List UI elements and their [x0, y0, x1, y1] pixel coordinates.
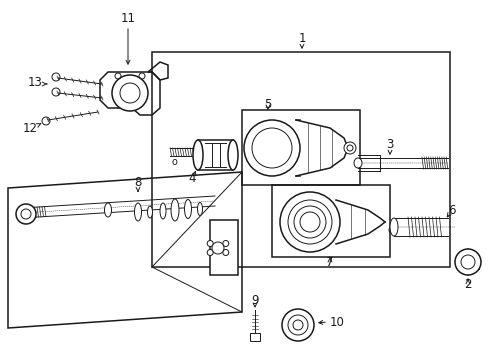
Circle shape — [21, 209, 31, 219]
Circle shape — [244, 120, 299, 176]
Bar — [271, 185, 389, 257]
Ellipse shape — [147, 206, 152, 218]
Text: o: o — [171, 157, 177, 167]
Circle shape — [223, 240, 228, 247]
Circle shape — [251, 128, 291, 168]
Ellipse shape — [104, 203, 111, 217]
Ellipse shape — [197, 202, 202, 216]
Circle shape — [280, 192, 339, 252]
Circle shape — [207, 249, 213, 256]
Circle shape — [120, 83, 140, 103]
Circle shape — [112, 75, 148, 111]
Circle shape — [223, 249, 228, 256]
Circle shape — [287, 315, 307, 335]
Circle shape — [207, 240, 213, 247]
Text: o: o — [386, 225, 392, 235]
Text: 2: 2 — [463, 279, 471, 292]
Ellipse shape — [160, 203, 165, 219]
Circle shape — [282, 309, 313, 341]
Circle shape — [287, 200, 331, 244]
Circle shape — [293, 206, 325, 238]
Bar — [209, 220, 238, 275]
Circle shape — [212, 242, 224, 254]
Text: 7: 7 — [325, 256, 333, 269]
Circle shape — [454, 249, 480, 275]
Ellipse shape — [227, 140, 238, 170]
Text: 10: 10 — [329, 315, 344, 328]
Text: 6: 6 — [447, 203, 455, 216]
Bar — [152, 52, 449, 267]
Circle shape — [16, 204, 36, 224]
Ellipse shape — [353, 158, 361, 168]
Ellipse shape — [389, 218, 397, 236]
Ellipse shape — [134, 203, 141, 221]
Circle shape — [299, 212, 319, 232]
Text: 1: 1 — [298, 31, 305, 45]
Bar — [198, 140, 232, 170]
Text: 8: 8 — [134, 175, 142, 189]
Ellipse shape — [171, 199, 179, 221]
Ellipse shape — [193, 140, 203, 170]
Circle shape — [292, 320, 303, 330]
Bar — [249, 333, 260, 341]
Ellipse shape — [184, 199, 191, 219]
Text: 3: 3 — [386, 139, 393, 152]
Text: 9: 9 — [251, 293, 258, 306]
Text: 12: 12 — [22, 122, 38, 135]
Circle shape — [460, 255, 474, 269]
Text: 11: 11 — [120, 12, 135, 24]
Text: 13: 13 — [27, 77, 42, 90]
Text: 5: 5 — [264, 99, 271, 112]
Bar — [242, 110, 359, 185]
Circle shape — [343, 142, 355, 154]
Text: 4: 4 — [188, 171, 195, 184]
